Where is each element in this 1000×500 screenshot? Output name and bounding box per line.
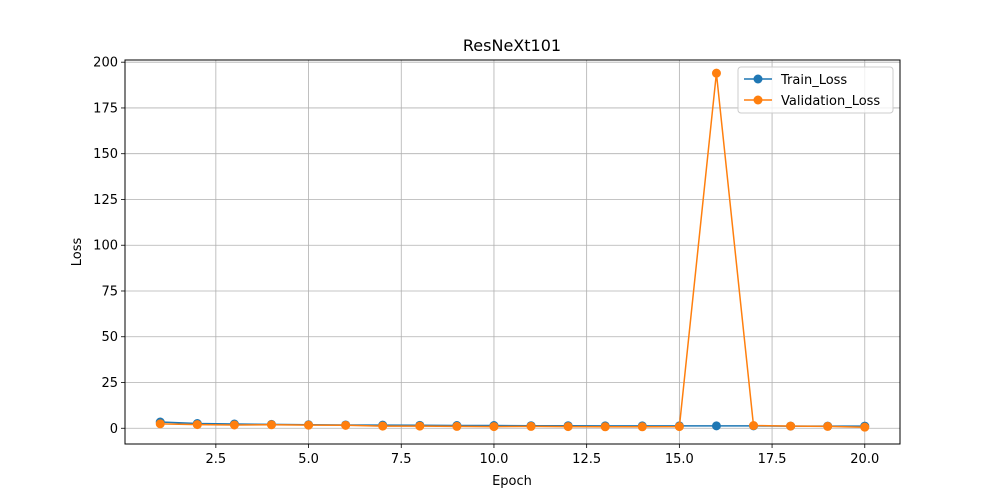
x-axis: 2.5 5.0 7.5 10.0 12.5 15.0 17.5 20.0 (206, 444, 879, 467)
y-tick-label: 150 (93, 147, 118, 162)
data-point-validation-loss (304, 420, 314, 430)
data-point-validation-loss (600, 422, 610, 432)
x-tick-label: 2.5 (206, 452, 227, 467)
series-layer (155, 68, 870, 432)
plot-frame (124, 59, 901, 445)
data-point-validation-loss (711, 68, 721, 78)
data-point-validation-loss (489, 422, 499, 432)
data-point-validation-loss (637, 422, 647, 432)
x-axis-label: Epoch (492, 474, 532, 489)
y-axis: 0 25 50 75 100 125 150 175 200 (93, 56, 125, 437)
data-point-validation-loss (192, 420, 202, 430)
legend-marker-validation-loss (753, 95, 763, 105)
grid (125, 60, 900, 444)
y-tick-label: 100 (93, 239, 118, 254)
data-point-validation-loss (749, 421, 759, 431)
data-point-validation-loss (860, 422, 870, 432)
legend-frame (737, 66, 894, 114)
x-tick-label: 5.0 (298, 452, 319, 467)
data-point-validation-loss (155, 419, 165, 429)
series-line-validation-loss (160, 72, 865, 428)
data-point-validation-loss (823, 421, 833, 431)
y-tick-label: 175 (93, 101, 118, 116)
legend-marker-train-loss (753, 74, 763, 84)
data-point-validation-loss (452, 421, 462, 431)
data-point-validation-loss (674, 422, 684, 432)
data-point-validation-loss (378, 421, 388, 431)
data-point-validation-loss (786, 421, 796, 431)
y-tick-label: 0 (110, 422, 118, 437)
data-point-validation-loss (563, 422, 573, 432)
x-tick-label: 15.0 (665, 452, 694, 467)
legend-label-train-loss: Train_Loss (780, 73, 847, 88)
x-tick-label: 17.5 (758, 452, 787, 467)
y-tick-label: 200 (93, 56, 118, 71)
y-tick-label: 125 (93, 193, 118, 208)
data-point-train-loss (711, 421, 721, 431)
data-point-validation-loss (415, 421, 425, 431)
data-point-validation-loss (341, 420, 351, 430)
y-axis-label: Loss (70, 238, 85, 267)
data-point-validation-loss (266, 420, 276, 430)
data-point-validation-loss (526, 421, 536, 431)
legend-label-validation-loss: Validation_Loss (781, 94, 880, 109)
data-point-validation-loss (229, 420, 239, 430)
x-tick-label: 20.0 (850, 452, 879, 467)
x-tick-label: 12.5 (572, 452, 601, 467)
chart-title: ResNeXt101 (463, 36, 561, 55)
legend: Train_Loss Validation_Loss (737, 66, 894, 114)
x-tick-label: 7.5 (391, 452, 412, 467)
x-tick-label: 10.0 (479, 452, 508, 467)
y-tick-label: 25 (101, 376, 118, 391)
y-tick-label: 50 (101, 330, 118, 345)
y-tick-label: 75 (101, 284, 118, 299)
